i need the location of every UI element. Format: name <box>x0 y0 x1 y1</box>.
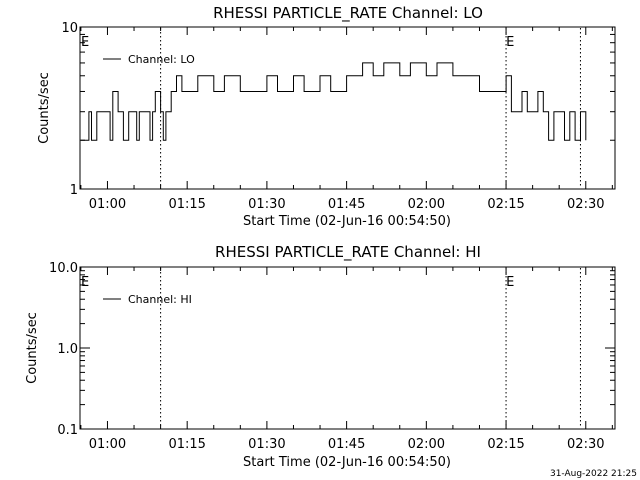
panel-hi-legend: Channel: HI <box>103 293 192 306</box>
panel-lo-vertical-lines <box>160 28 581 188</box>
panel-lo-x-ticks: 01:00 01:15 01:30 01:45 02:00 02:15 02:30 <box>80 27 613 212</box>
x-tick-label: 02:30 <box>567 437 604 452</box>
x-tick-label: 02:00 <box>408 437 445 452</box>
x-tick-label: 02:15 <box>487 197 524 212</box>
x-tick-label: 01:45 <box>328 437 365 452</box>
legend-label-hi: Channel: HI <box>128 293 192 306</box>
x-tick-label: 01:45 <box>328 197 365 212</box>
x-tick-label: 01:15 <box>168 437 205 452</box>
panel-lo-title: RHESSI PARTICLE_RATE Channel: LO <box>213 4 483 23</box>
panel-lo-ylabel: Counts/sec <box>37 72 52 144</box>
y-tick-label: 1.0 <box>57 342 78 357</box>
panel-lo-frame <box>79 26 616 190</box>
panel-lo-series <box>80 62 587 141</box>
legend-label-lo: Channel: LO <box>128 53 195 66</box>
x-tick-label: 01:30 <box>248 197 285 212</box>
event-marker-label: E <box>506 35 514 50</box>
panel-hi-ylabel: Counts/sec <box>25 312 40 384</box>
x-tick-label: 02:30 <box>567 197 604 212</box>
series-line-lo <box>80 62 587 141</box>
panel-lo-y-ticks: 1 10 <box>61 21 615 198</box>
y-tick-label: 1 <box>70 183 78 198</box>
y-tick-label: 0.1 <box>57 423 78 438</box>
x-tick-label: 01:00 <box>89 437 126 452</box>
panel-hi: RHESSI PARTICLE_RATE Channel: HI Counts/… <box>25 243 616 470</box>
panel-lo-xlabel: Start Time (02-Jun-16 00:54:50) <box>243 214 451 229</box>
x-tick-label: 01:15 <box>168 197 205 212</box>
y-tick-label: 10 <box>61 21 78 36</box>
panel-hi-title: RHESSI PARTICLE_RATE Channel: HI <box>215 243 481 262</box>
panel-lo: RHESSI PARTICLE_RATE Channel: LO Counts/… <box>37 4 616 229</box>
event-marker-label: E <box>81 275 89 290</box>
x-tick-label: 01:30 <box>248 437 285 452</box>
event-marker-label: E <box>81 35 89 50</box>
event-marker-label: E <box>506 275 514 290</box>
panel-hi-xlabel: Start Time (02-Jun-16 00:54:50) <box>243 455 451 470</box>
panel-hi-y-ticks: 0.1 1.0 10.0 <box>49 261 615 438</box>
x-tick-label: 01:00 <box>89 197 126 212</box>
x-tick-label: 02:00 <box>408 197 445 212</box>
y-tick-label: 10.0 <box>49 261 78 276</box>
panel-hi-x-ticks: 01:00 01:15 01:30 01:45 02:00 02:15 02:30 <box>80 267 613 452</box>
panel-lo-legend: Channel: LO <box>103 53 195 66</box>
x-tick-label: 02:15 <box>487 437 524 452</box>
timestamp-label: 31-Aug-2022 21:25 <box>550 469 637 479</box>
panel-hi-vertical-lines <box>160 268 581 428</box>
